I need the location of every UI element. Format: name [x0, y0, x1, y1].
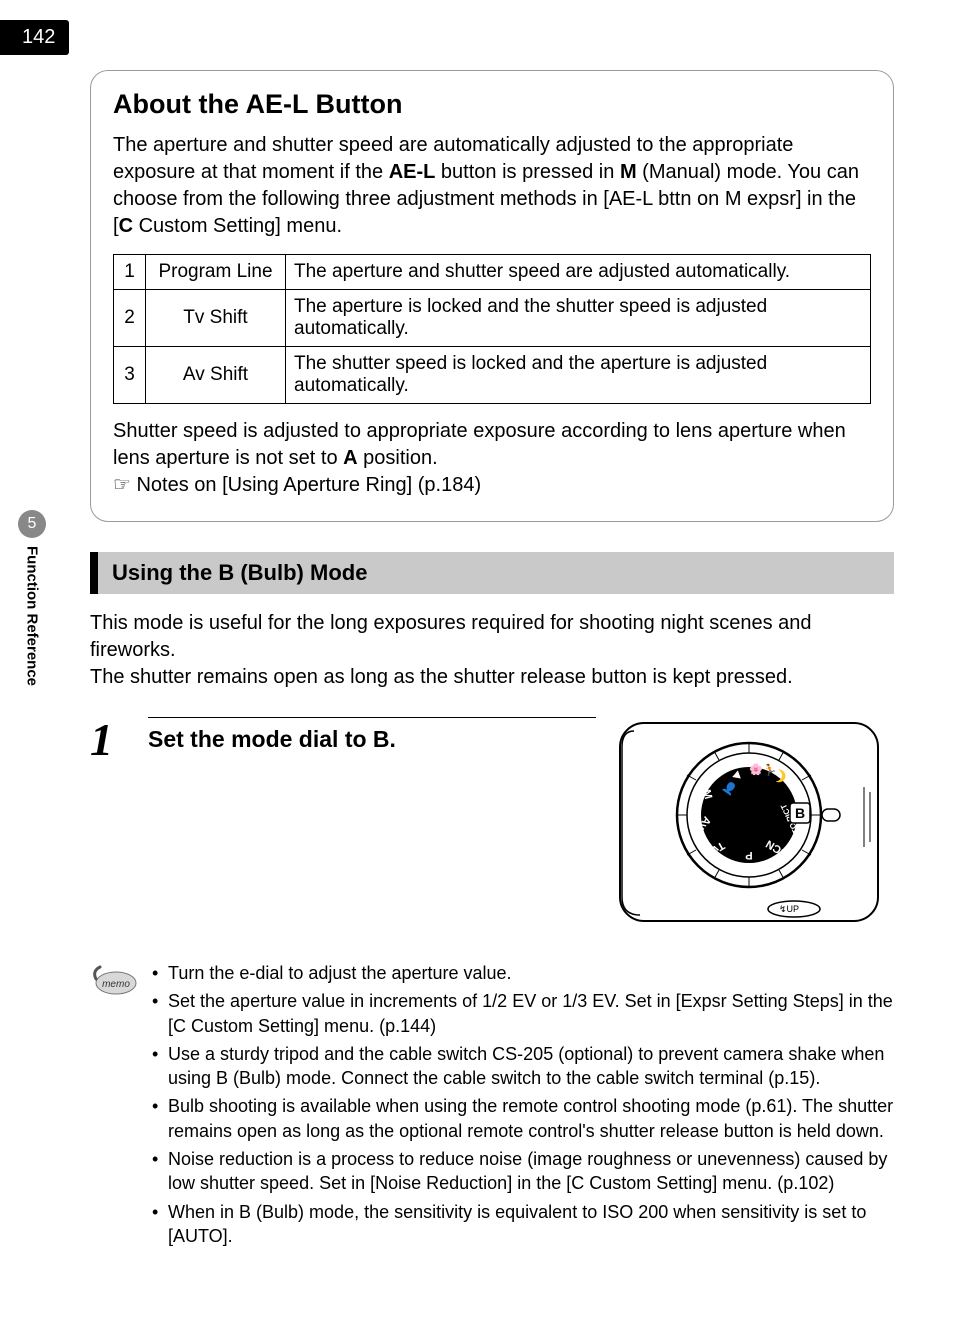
svg-text:🌸: 🌸	[749, 763, 763, 776]
page-content: About the AE-L Button The aperture and s…	[90, 0, 894, 1252]
memo-item: Set the aperture value in increments of …	[152, 989, 894, 1038]
row-name: Program Line	[146, 255, 286, 290]
table-row: 1 Program Line The aperture and shutter …	[114, 255, 871, 290]
row-desc: The aperture is locked and the shutter s…	[286, 290, 871, 347]
title-glyph: AE-L	[245, 89, 308, 119]
memo-item: Turn the e-dial to adjust the aperture v…	[152, 961, 894, 985]
memo-item: Bulb shooting is available when using th…	[152, 1094, 894, 1143]
mode-dial-illustration: P Tv Av M SCN AUTO PICT ⛰ 🌸 🏃 🌙 👤	[614, 717, 884, 927]
step-number: 1	[90, 717, 130, 763]
table-row: 3 Av Shift The shutter speed is locked a…	[114, 347, 871, 404]
row-desc: The shutter speed is locked and the aper…	[286, 347, 871, 404]
intro-text: button is pressed in	[435, 161, 620, 183]
intro-glyph: AE-L	[389, 161, 436, 183]
info-box-title: About the AE-L Button	[113, 89, 871, 120]
footer-text: Shutter speed is adjusted to appropriate…	[113, 420, 846, 469]
info-box-intro: The aperture and shutter speed are autom…	[113, 132, 871, 240]
section-prefix: Using the	[112, 560, 218, 585]
footer-ref: ☞ Notes on [Using Aperture Ring] (p.184)	[113, 474, 481, 496]
svg-text:P: P	[745, 849, 752, 861]
title-prefix: About the	[113, 89, 245, 119]
footer-text: position.	[358, 447, 438, 469]
chapter-label: Function Reference	[24, 546, 41, 686]
svg-text:↯UP: ↯UP	[779, 904, 799, 914]
title-suffix: Button	[308, 89, 402, 119]
section-suffix: (Bulb) Mode	[234, 560, 367, 585]
svg-text:memo: memo	[102, 979, 130, 990]
row-num: 2	[114, 290, 146, 347]
side-tab: 5 Function Reference	[18, 510, 46, 686]
intro-glyph: M	[620, 161, 637, 183]
step-suffix: .	[390, 726, 396, 752]
memo-list: Turn the e-dial to adjust the aperture v…	[152, 961, 894, 1252]
memo-item: When in B (Bulb) mode, the sensitivity i…	[152, 1200, 894, 1249]
section-header: Using the B (Bulb) Mode	[90, 552, 894, 594]
page-number: 142	[0, 20, 69, 55]
section-intro: This mode is useful for the long exposur…	[90, 610, 894, 691]
svg-text:B: B	[795, 805, 805, 821]
row-name: Tv Shift	[146, 290, 286, 347]
intro-glyph: C	[119, 215, 133, 237]
step-glyph: B	[373, 726, 390, 752]
info-box-footer: Shutter speed is adjusted to appropriate…	[113, 418, 871, 499]
memo-item: Use a sturdy tripod and the cable switch…	[152, 1042, 894, 1091]
table-row: 2 Tv Shift The aperture is locked and th…	[114, 290, 871, 347]
row-num: 1	[114, 255, 146, 290]
section-glyph: B	[218, 560, 234, 585]
row-num: 3	[114, 347, 146, 404]
memo-item: Noise reduction is a process to reduce n…	[152, 1147, 894, 1196]
step-row: 1 Set the mode dial to B.	[90, 717, 894, 947]
ael-info-box: About the AE-L Button The aperture and s…	[90, 70, 894, 522]
step-instruction: Set the mode dial to B.	[148, 717, 596, 753]
step-prefix: Set the mode dial to	[148, 726, 373, 752]
methods-table: 1 Program Line The aperture and shutter …	[113, 254, 871, 404]
footer-glyph: A	[343, 447, 357, 469]
row-name: Av Shift	[146, 347, 286, 404]
intro-text: Custom Setting] menu.	[133, 215, 342, 237]
memo-icon: memo	[90, 961, 138, 1002]
chapter-number-badge: 5	[18, 510, 46, 538]
memo-block: memo Turn the e-dial to adjust the apert…	[90, 961, 894, 1252]
row-desc: The aperture and shutter speed are adjus…	[286, 255, 871, 290]
